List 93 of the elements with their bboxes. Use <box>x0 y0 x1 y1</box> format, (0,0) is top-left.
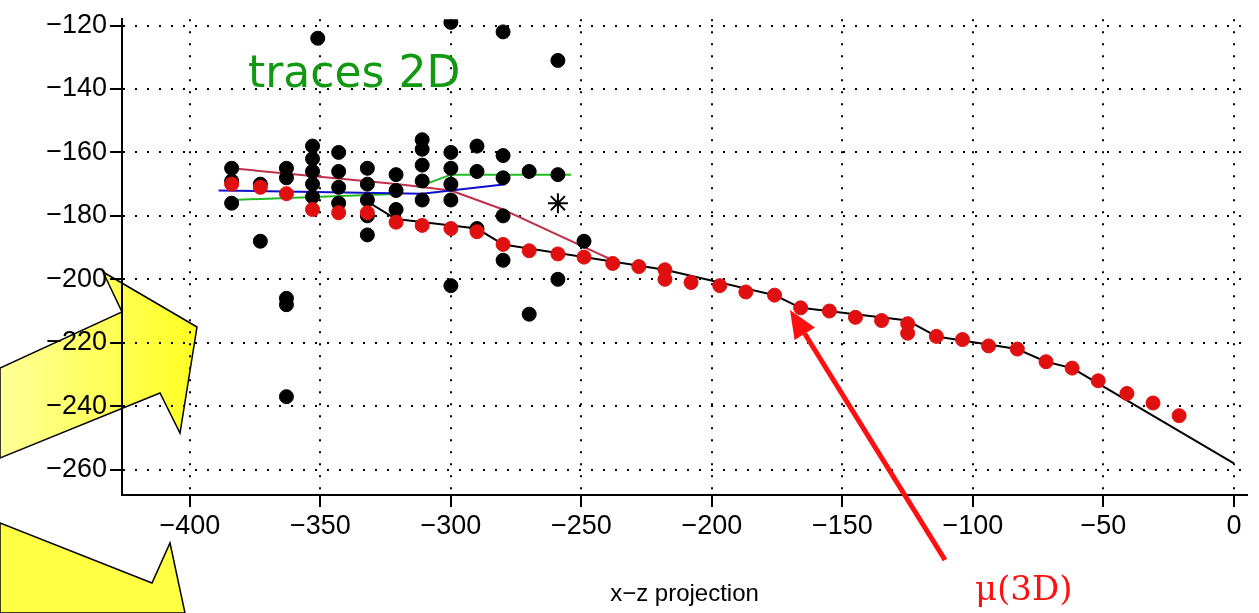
point <box>305 151 321 167</box>
x-tick-label: −100 <box>942 509 1004 540</box>
point <box>443 221 459 237</box>
point <box>469 138 485 154</box>
point <box>546 192 569 215</box>
point <box>738 284 754 300</box>
point <box>305 189 321 205</box>
point <box>928 328 944 344</box>
y-tick-label: −240 <box>46 389 107 420</box>
point <box>305 138 321 154</box>
point <box>954 332 970 348</box>
point <box>331 144 347 160</box>
point <box>495 252 511 268</box>
point <box>331 205 347 221</box>
point <box>305 176 321 192</box>
point <box>550 271 566 287</box>
y-tick-label: −180 <box>46 199 107 230</box>
point <box>359 192 375 208</box>
point <box>310 30 326 46</box>
y-tick-label: −260 <box>46 453 107 484</box>
point <box>252 233 268 249</box>
point <box>469 163 485 179</box>
point <box>793 300 809 316</box>
point <box>359 176 375 192</box>
point <box>495 24 511 40</box>
x-tick-label: −250 <box>550 509 612 540</box>
point <box>712 278 728 294</box>
point <box>550 246 566 262</box>
point <box>874 313 890 329</box>
point <box>278 186 294 202</box>
point <box>443 160 459 176</box>
point <box>981 338 997 354</box>
text: μ(3D) <box>975 568 1073 608</box>
y-tick-label: −120 <box>46 9 107 39</box>
y-tick-label: −160 <box>46 135 107 166</box>
point <box>388 214 404 230</box>
point <box>359 227 375 243</box>
point <box>305 163 321 179</box>
annotation: traces 2D <box>248 46 461 98</box>
point <box>414 192 430 208</box>
point <box>331 163 347 179</box>
x-tick-label: −200 <box>681 509 743 540</box>
point <box>331 179 347 195</box>
point <box>388 182 404 198</box>
point <box>414 217 430 233</box>
point <box>414 157 430 173</box>
point <box>388 167 404 183</box>
point <box>1171 408 1187 424</box>
point <box>821 303 837 319</box>
point <box>576 249 592 265</box>
point <box>576 233 592 249</box>
point <box>550 52 566 68</box>
point <box>847 309 863 325</box>
point <box>495 148 511 164</box>
point <box>1119 386 1135 401</box>
point <box>414 173 430 189</box>
point <box>495 170 511 186</box>
point <box>359 160 375 176</box>
x-tick-label: −50 <box>1080 509 1127 540</box>
point <box>443 176 459 192</box>
y-tick-label: −140 <box>46 72 107 103</box>
point <box>305 202 321 218</box>
point <box>495 236 511 252</box>
x-axis-title: x−z projection <box>610 579 759 607</box>
point <box>521 163 537 179</box>
point <box>1064 360 1080 376</box>
point <box>1145 395 1161 411</box>
point <box>1009 341 1025 357</box>
point <box>224 160 240 176</box>
point <box>388 202 404 218</box>
point <box>443 144 459 160</box>
point <box>605 255 621 271</box>
y-tick-label: −200 <box>46 262 107 293</box>
point <box>278 389 294 405</box>
point <box>521 243 537 259</box>
x-tick-label: −400 <box>159 509 221 540</box>
y-tick-label: −220 <box>46 326 107 357</box>
point <box>495 208 511 224</box>
point <box>631 259 647 275</box>
x-tick-label: −150 <box>812 509 873 540</box>
x-tick-label: −350 <box>289 509 351 540</box>
x-tick-label: 0 <box>1226 509 1242 540</box>
point <box>278 170 294 186</box>
point <box>1038 354 1054 370</box>
point <box>443 278 459 294</box>
point <box>224 195 240 211</box>
point <box>443 192 459 208</box>
point <box>683 274 699 290</box>
point <box>767 287 783 303</box>
point <box>1090 373 1106 389</box>
x-tick-label: −300 <box>420 509 482 540</box>
point <box>521 306 537 322</box>
point <box>550 167 566 183</box>
